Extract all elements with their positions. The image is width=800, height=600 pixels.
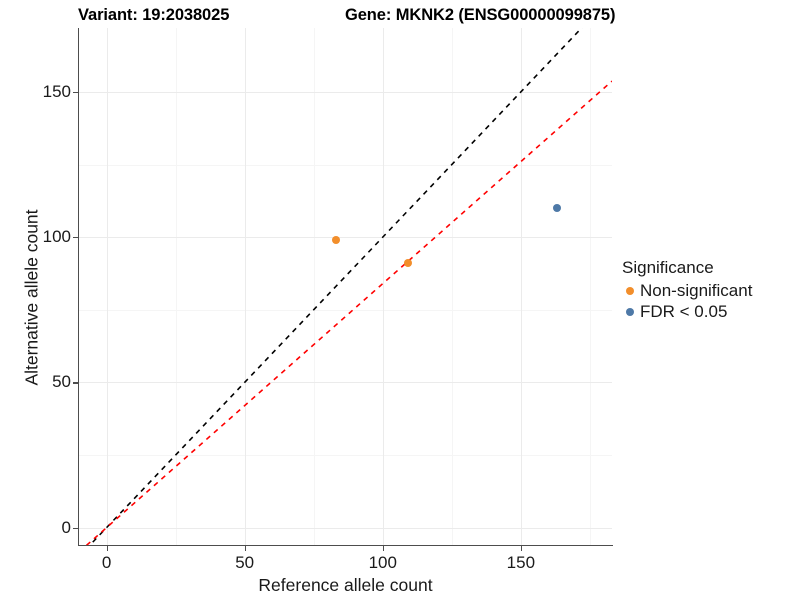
gridline-major [79,237,612,239]
reference-lines-layer [85,28,612,545]
gridline-major [244,28,246,545]
x-axis-tick [106,546,108,551]
x-axis-tick [244,546,246,551]
data-point[interactable] [403,259,412,268]
gridline-minor [79,164,612,166]
x-axis-line [78,545,613,547]
chart-title-row: Variant: 19:2038025 Gene: MKNK2 (ENSG000… [0,6,800,30]
data-point[interactable] [331,236,340,245]
data-points-layer [79,28,612,545]
gridline-minor [451,28,453,545]
gridline-minor [79,454,612,456]
plot-panel [79,28,612,545]
y-axis-tick [73,527,78,529]
legend-key [622,286,638,295]
gridline-minor [79,309,612,311]
x-axis-tick-label: 50 [235,553,255,572]
y-axis-tick-label: 150 [42,81,71,101]
legend-items: Non-significant FDR < 0.05 [622,280,797,322]
legend-dot-icon [626,307,634,316]
gridline-major [79,527,612,529]
expected-ratio-line [85,80,612,545]
gridline-major [79,91,612,93]
data-point[interactable] [552,204,561,213]
gene-title: Gene: MKNK2 (ENSG00000099875) [345,6,616,24]
variant-title: Variant: 19:2038025 [78,6,230,24]
y-axis-tick-label: 0 [61,517,71,537]
legend-item[interactable]: Non-significant [622,280,797,301]
legend-item-label: Non-significant [640,280,753,300]
x-axis-tick [520,546,523,551]
legend-title: Significance [622,258,714,277]
legend-key [622,307,638,316]
gridline-major [106,28,108,545]
y-axis-line [78,28,80,546]
gridline-major [79,382,612,384]
x-axis-tick-label: 150 [506,553,536,572]
y-axis-tick [73,382,78,384]
x-axis-title: Reference allele count [258,575,433,595]
y-axis-tick-label: 50 [52,372,71,392]
gridline-minor [175,28,177,545]
gridline-major [382,28,384,545]
gridline-major [520,28,522,545]
y-axis-title: Alternative allele count [21,209,42,386]
x-axis-tick-label: 0 [101,553,112,572]
legend: Significance Non-significant FDR < 0.05 [622,258,797,322]
legend-item-label: FDR < 0.05 [640,301,728,321]
y-axis-tick-label: 100 [42,227,71,247]
x-axis-tick-label: 100 [368,553,397,572]
identity-line [88,28,583,545]
legend-item[interactable]: FDR < 0.05 [622,301,797,322]
y-axis-tick [73,91,78,94]
gridline-minor [313,28,315,545]
gridline-minor [589,28,591,545]
x-axis-tick [382,546,384,551]
y-axis-tick [73,237,78,239]
legend-dot-icon [626,286,634,295]
